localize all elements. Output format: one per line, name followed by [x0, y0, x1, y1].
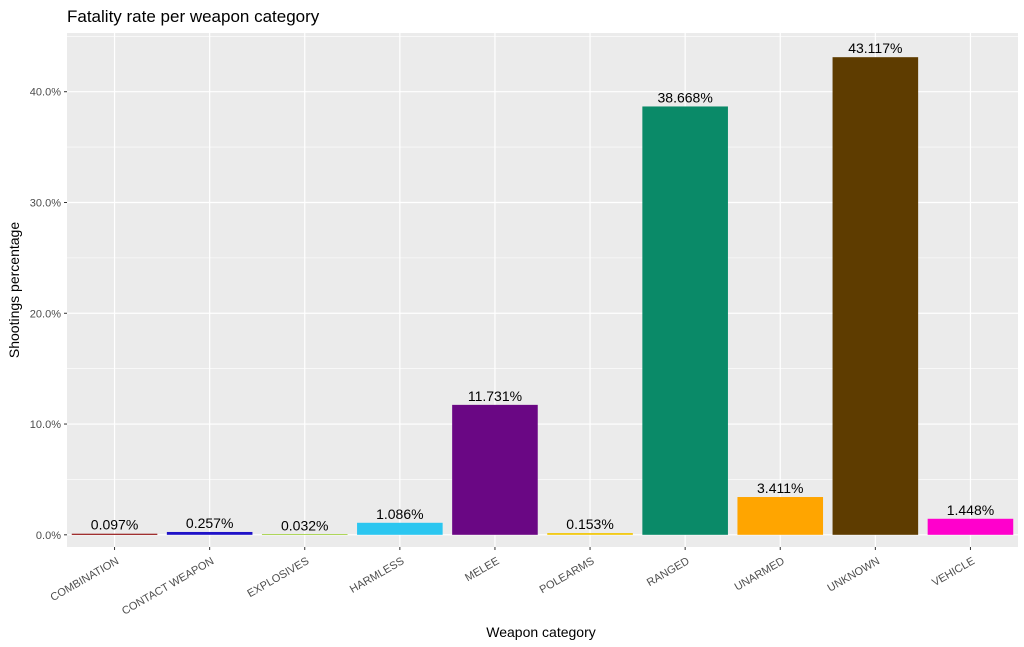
data-labels: 0.097% 0.257% 0.032% 1.086% 11.731% 0.153% 38.…: [91, 40, 994, 533]
bar: [452, 404, 538, 535]
y-axis: 0.0% 10.0% 20.0% 30.0% 40.0%: [30, 87, 67, 542]
data-label: 1.086%: [376, 506, 423, 522]
bar: [547, 533, 633, 535]
x-tick-label: MELEE: [463, 555, 501, 584]
x-tick-label: EXPLOSIVES: [245, 555, 311, 600]
x-tick-label: UNARMED: [733, 555, 787, 593]
bar: [737, 497, 824, 535]
bars: [71, 57, 1014, 535]
x-axis-title: Weapon category: [486, 624, 595, 640]
data-label: 43.117%: [848, 40, 902, 56]
data-label: 38.668%: [658, 89, 713, 105]
y-tick-label: 0.0%: [36, 530, 61, 542]
x-tick-label: CONTACT WEAPON: [120, 555, 216, 617]
x-tick-label: COMBINATION: [49, 555, 122, 604]
data-label: 0.032%: [281, 517, 328, 533]
x-tick-label: RANGED: [645, 555, 692, 589]
data-label: 0.097%: [91, 517, 138, 533]
bar: [357, 522, 443, 535]
bar: [927, 518, 1014, 535]
bar: [166, 531, 253, 535]
data-label: 0.257%: [186, 515, 233, 531]
x-tick-label: POLEARMS: [538, 555, 597, 596]
x-tick-label: VEHICLE: [930, 555, 977, 589]
x-tick-label: UNKNOWN: [826, 555, 882, 594]
y-tick-label: 20.0%: [30, 308, 61, 320]
y-tick-label: 10.0%: [30, 419, 61, 431]
x-tick-label: HARMLESS: [348, 555, 406, 596]
bar: [642, 106, 728, 535]
y-tick-label: 30.0%: [30, 197, 61, 209]
data-label: 1.448%: [947, 502, 994, 518]
y-axis-title: Shootings percentage: [6, 222, 22, 358]
data-label: 3.411%: [757, 480, 803, 496]
bar: [832, 57, 919, 535]
y-tick-label: 40.0%: [30, 87, 61, 99]
chart-title: Fatality rate per weapon category: [67, 7, 320, 26]
bar: [71, 533, 158, 535]
bar: [261, 534, 348, 535]
data-label: 11.731%: [468, 388, 522, 404]
data-label: 0.153%: [566, 516, 613, 532]
